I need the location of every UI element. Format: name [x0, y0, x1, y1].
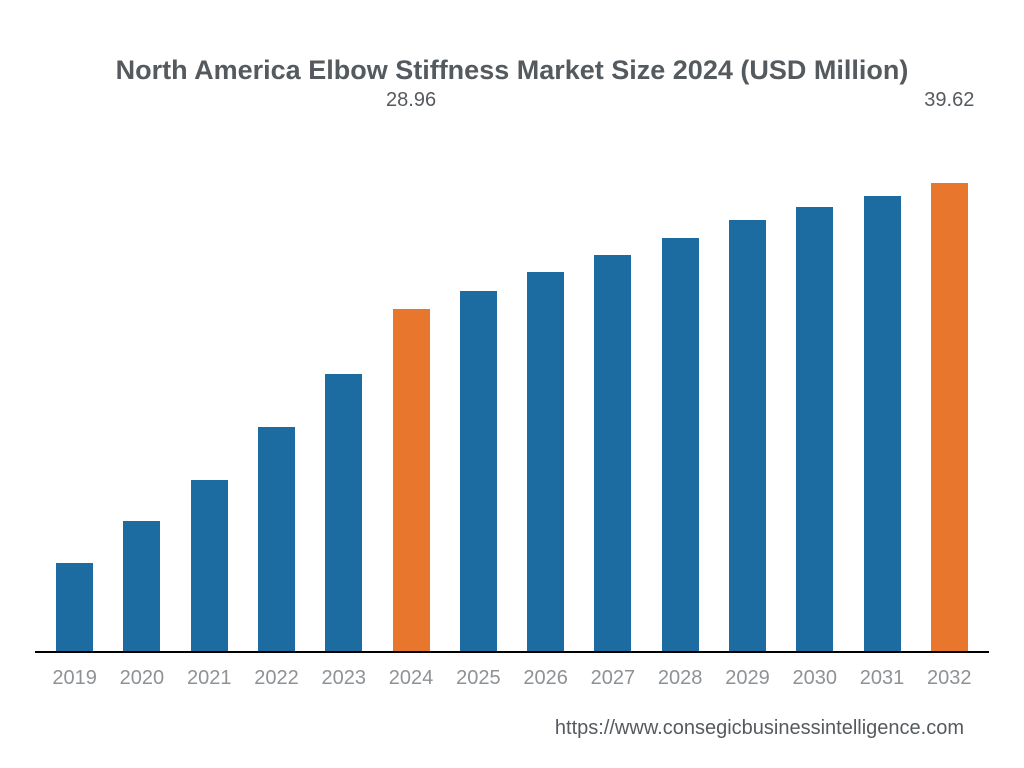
- bar-wrap: [512, 120, 579, 651]
- x-axis-label: 2028: [647, 667, 714, 690]
- bar: [123, 521, 160, 651]
- bar-wrap: [647, 120, 714, 651]
- bar-wrap: [445, 120, 512, 651]
- x-axis-label: 2023: [310, 667, 377, 690]
- bar: [191, 480, 228, 651]
- x-axis-label: 2020: [108, 667, 175, 690]
- chart-plot-area: 28.96 39.62: [35, 120, 989, 653]
- x-axis-label: 2032: [916, 667, 983, 690]
- bar: [931, 183, 968, 651]
- x-axis-labels: 2019202020212022202320242025202620272028…: [35, 667, 989, 690]
- bar: [729, 220, 766, 651]
- x-axis-label: 2025: [445, 667, 512, 690]
- bar-wrap: [108, 120, 175, 651]
- bar-wrap: 39.62: [916, 120, 983, 651]
- bar-wrap: [579, 120, 646, 651]
- bar-value-label: 39.62: [924, 89, 974, 112]
- bar: [56, 563, 93, 652]
- bar: [460, 291, 497, 651]
- bar-wrap: [310, 120, 377, 651]
- bar-wrap: [714, 120, 781, 651]
- bar-wrap: 28.96: [377, 120, 444, 651]
- x-axis-label: 2031: [848, 667, 915, 690]
- source-link: https://www.consegicbusinessintelligence…: [555, 717, 964, 740]
- x-axis-label: 2030: [781, 667, 848, 690]
- x-axis-label: 2027: [579, 667, 646, 690]
- bar-wrap: [41, 120, 108, 651]
- bar-container: 28.96 39.62: [35, 120, 989, 651]
- bar-value-label: 28.96: [386, 89, 436, 112]
- bar: [864, 196, 901, 651]
- bar: [662, 238, 699, 651]
- bar: [258, 427, 295, 651]
- x-axis-label: 2022: [243, 667, 310, 690]
- bar-wrap: [848, 120, 915, 651]
- x-axis-label: 2021: [176, 667, 243, 690]
- x-axis-label: 2026: [512, 667, 579, 690]
- x-axis-label: 2029: [714, 667, 781, 690]
- chart-title: North America Elbow Stiffness Market Siz…: [0, 55, 1024, 86]
- bar: [594, 255, 631, 651]
- bar: [393, 309, 430, 651]
- bar-wrap: [243, 120, 310, 651]
- bar: [796, 207, 833, 651]
- bar: [325, 374, 362, 651]
- bar-wrap: [781, 120, 848, 651]
- x-axis-label: 2019: [41, 667, 108, 690]
- bar-wrap: [176, 120, 243, 651]
- x-axis-label: 2024: [377, 667, 444, 690]
- bar: [527, 272, 564, 651]
